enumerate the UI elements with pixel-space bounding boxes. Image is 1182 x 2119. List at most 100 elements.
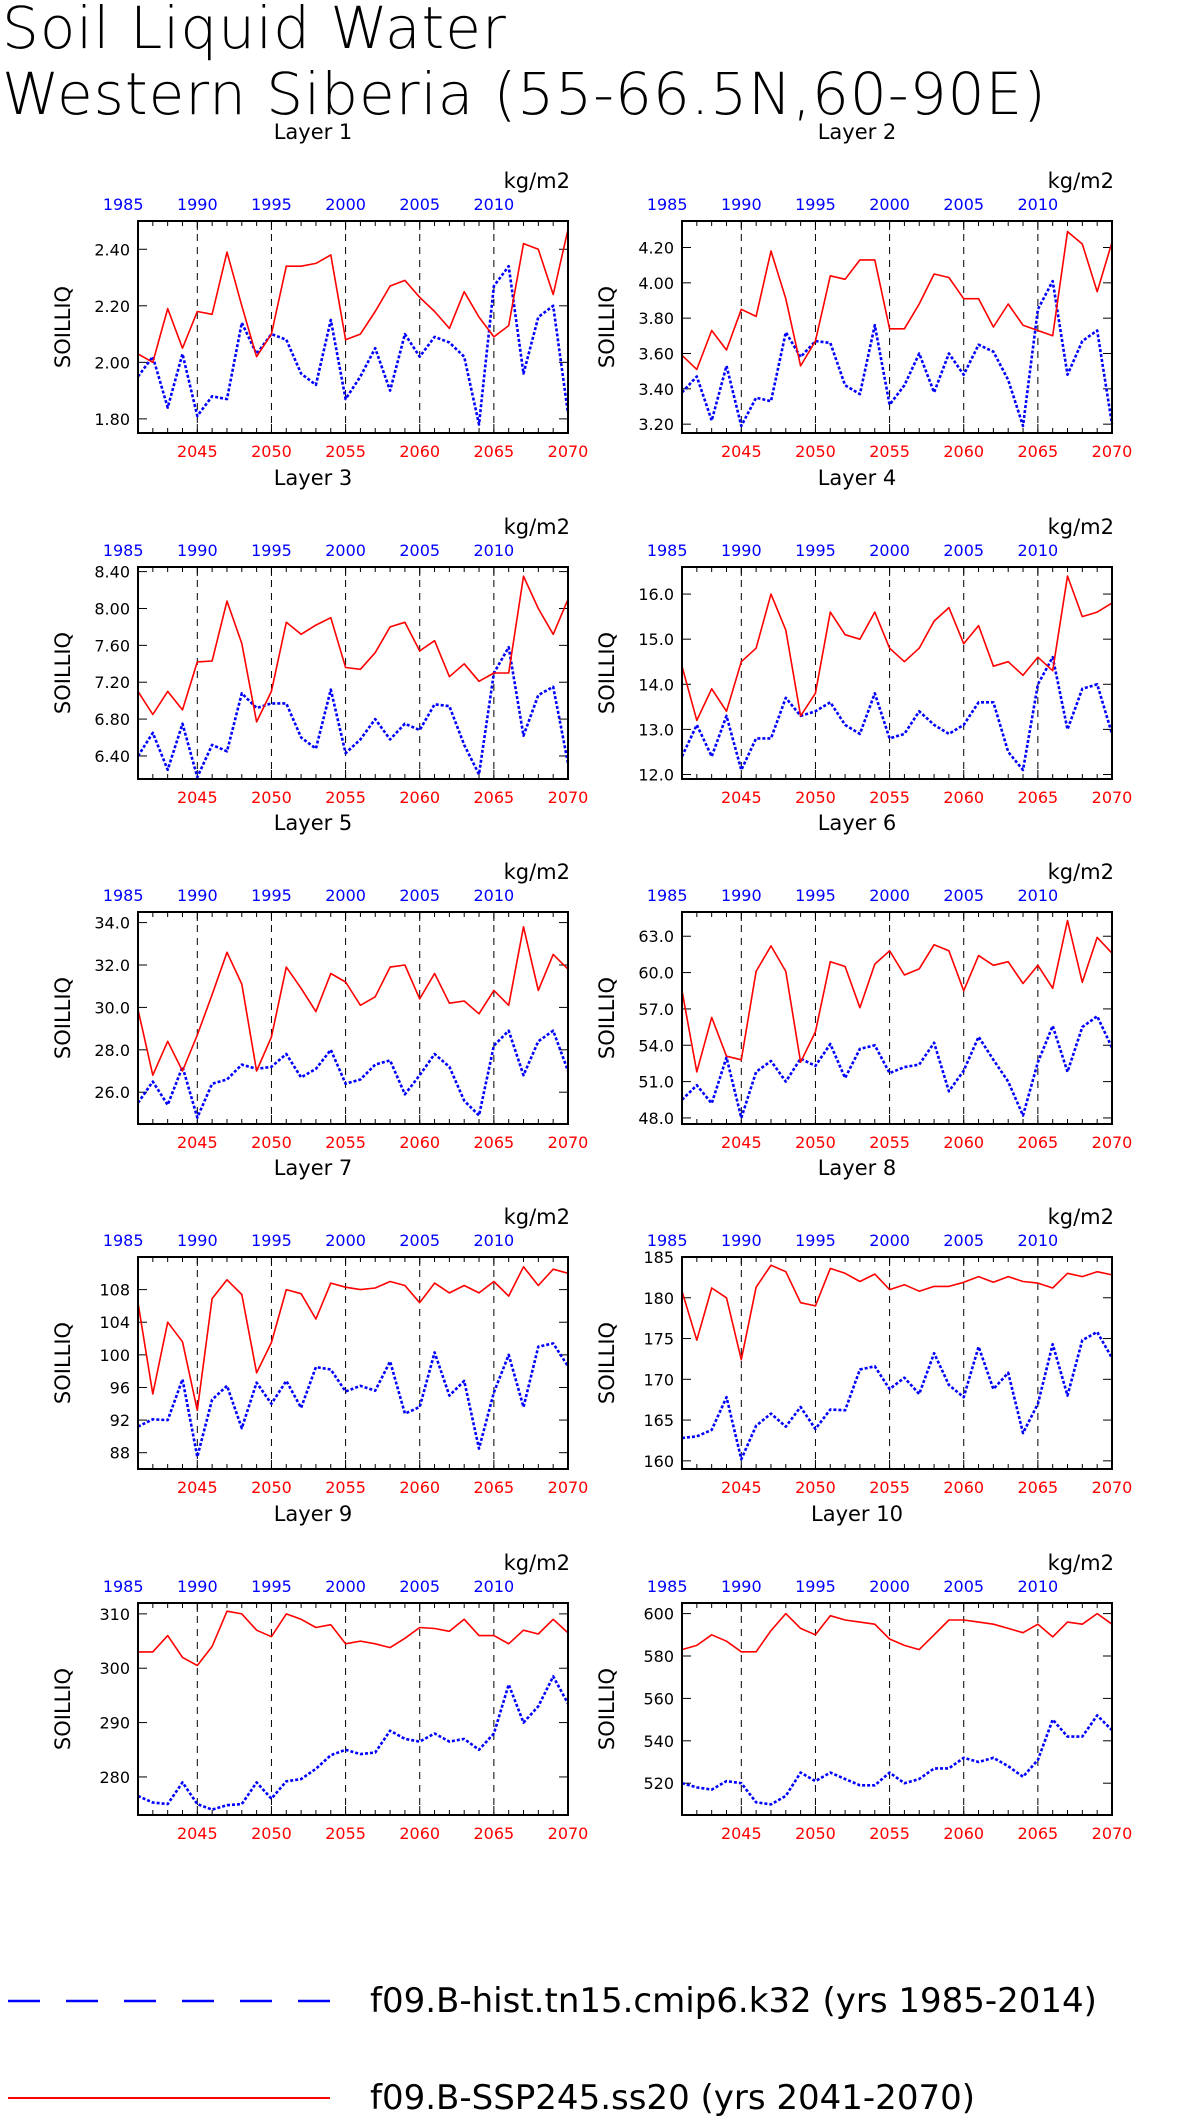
y-tick-label: 175	[643, 1330, 674, 1349]
x-tick-label-bottom: 2065	[1018, 788, 1059, 807]
x-tick-label-bottom: 2045	[177, 442, 218, 461]
panel-layer-4: Layer 4 kg/m2 SOILLIQ 2045 2050 2055 2060 2065 2…	[595, 466, 1132, 807]
x-tick-label-bottom: 2045	[721, 442, 762, 461]
x-tick-label-bottom: 2045	[177, 788, 218, 807]
y-tick-label: 160	[643, 1452, 674, 1471]
series-line-hist	[137, 1675, 570, 1811]
plot-frame	[137, 1602, 569, 1816]
x-tick-label-top: 2005	[943, 195, 984, 214]
x-tick-label-bottom: 2045	[177, 1478, 218, 1497]
panel-title: Layer 6	[818, 811, 897, 835]
y-tick-label: 3.60	[638, 345, 674, 364]
x-tick-label-top: 1995	[251, 541, 292, 560]
y-tick-label: 170	[643, 1370, 674, 1389]
y-axis-label: SOILLIQ	[51, 1322, 75, 1404]
y-tick-label: 3.80	[638, 309, 674, 328]
panel-layer-6: Layer 6 kg/m2 SOILLIQ 2045 2050 2055 2060 2065 2…	[595, 811, 1132, 1152]
x-tick-label-bottom: 2055	[325, 1824, 366, 1843]
x-tick-label-bottom: 2060	[943, 1824, 984, 1843]
x-tick-label-top: 1990	[177, 1577, 218, 1596]
y-tick-label: 34.0	[94, 914, 130, 933]
y-tick-label: 6.40	[94, 747, 130, 766]
units-label: kg/m2	[1048, 1205, 1114, 1229]
x-tick-label-bottom: 2055	[869, 1478, 910, 1497]
x-tick-label-top: 2010	[474, 1577, 515, 1596]
x-tick-label-top: 1985	[103, 1231, 144, 1250]
y-tick-label: 2.00	[94, 353, 130, 372]
plot-frame	[681, 1256, 1113, 1470]
x-tick-label-bottom: 2050	[795, 788, 836, 807]
plot-frame	[681, 911, 1113, 1125]
series-line-ssp	[681, 1264, 1113, 1361]
x-tick-label-top: 1985	[103, 886, 144, 905]
y-tick-label: 13.0	[638, 720, 674, 739]
y-tick-label: 7.60	[94, 636, 130, 655]
x-tick-label-bottom: 2050	[251, 788, 292, 807]
x-tick-label-top: 1990	[721, 541, 762, 560]
y-tick-label: 8.40	[94, 563, 130, 582]
series-line-hist	[681, 1014, 1114, 1120]
panel-title: Layer 9	[274, 1502, 353, 1526]
x-tick-label-top: 1985	[647, 1577, 688, 1596]
x-tick-label-bottom: 2060	[399, 788, 440, 807]
x-tick-label-top: 1985	[647, 1231, 688, 1250]
y-tick-label: 15.0	[638, 630, 674, 649]
series-line-ssp	[681, 575, 1113, 722]
x-tick-label-top: 1995	[795, 1231, 836, 1250]
x-tick-label-top: 2005	[399, 541, 440, 560]
y-tick-label: 580	[643, 1647, 674, 1666]
x-tick-label-bottom: 2055	[869, 442, 910, 461]
panels-grid: Layer 1 kg/m2 SOILLIQ 2045 2050 2055 2060 2065 2…	[51, 120, 1132, 1843]
panel-layer-1: Layer 1 kg/m2 SOILLIQ 2045 2050 2055 2060 2065 2…	[51, 120, 588, 461]
y-tick-label: 32.0	[94, 956, 130, 975]
x-tick-label-bottom: 2065	[474, 788, 515, 807]
y-tick-label: 6.80	[94, 710, 130, 729]
x-tick-label-top: 1995	[251, 1577, 292, 1596]
plot-frame	[137, 911, 569, 1125]
y-tick-label: 54.0	[638, 1036, 674, 1055]
y-tick-label: 290	[99, 1714, 130, 1733]
x-tick-label-top: 2000	[869, 1231, 910, 1250]
x-tick-label-top: 2000	[869, 541, 910, 560]
series-line-hist	[680, 655, 1114, 772]
y-tick-label: 57.0	[638, 1000, 674, 1019]
plot-frame	[681, 220, 1113, 434]
x-tick-label-bottom: 2065	[474, 442, 515, 461]
y-tick-label: 540	[643, 1732, 674, 1751]
panel-title: Layer 2	[818, 120, 897, 144]
y-tick-label: 30.0	[94, 998, 130, 1017]
y-tick-label: 51.0	[638, 1073, 674, 1092]
x-tick-label-bottom: 2065	[1018, 442, 1059, 461]
x-tick-label-top: 2005	[399, 195, 440, 214]
x-tick-label-top: 1985	[103, 541, 144, 560]
x-tick-label-bottom: 2055	[325, 1133, 366, 1152]
x-tick-label-top: 1985	[647, 541, 688, 560]
panel-title: Layer 3	[274, 466, 353, 490]
units-label: kg/m2	[1048, 169, 1114, 193]
y-tick-label: 48.0	[638, 1109, 674, 1128]
panel-layer-2: Layer 2 kg/m2 SOILLIQ 2045 2050 2055 2060 2065 2…	[595, 120, 1132, 461]
x-tick-label-bottom: 2055	[325, 1478, 366, 1497]
x-tick-label-bottom: 2050	[795, 1133, 836, 1152]
x-tick-label-bottom: 2050	[251, 1133, 292, 1152]
x-tick-label-bottom: 2055	[325, 788, 366, 807]
x-tick-label-top: 2005	[399, 1577, 440, 1596]
x-tick-label-top: 2010	[474, 541, 515, 560]
series-line-ssp	[681, 230, 1113, 371]
x-tick-label-bottom: 2050	[251, 1478, 292, 1497]
x-tick-label-top: 2005	[943, 886, 984, 905]
x-tick-label-top: 1990	[721, 195, 762, 214]
plot-frame	[681, 1602, 1113, 1816]
y-tick-label: 165	[643, 1411, 674, 1430]
y-tick-label: 2.40	[94, 240, 130, 259]
x-tick-label-bottom: 2060	[399, 442, 440, 461]
units-label: kg/m2	[1048, 860, 1114, 884]
x-tick-label-top: 2000	[869, 195, 910, 214]
panel-title: Layer 1	[274, 120, 353, 144]
x-tick-label-bottom: 2045	[177, 1133, 218, 1152]
x-tick-label-top: 2010	[1018, 886, 1059, 905]
series-line-hist	[681, 279, 1114, 428]
x-tick-label-bottom: 2045	[721, 1824, 762, 1843]
x-tick-label-top: 2000	[325, 195, 366, 214]
